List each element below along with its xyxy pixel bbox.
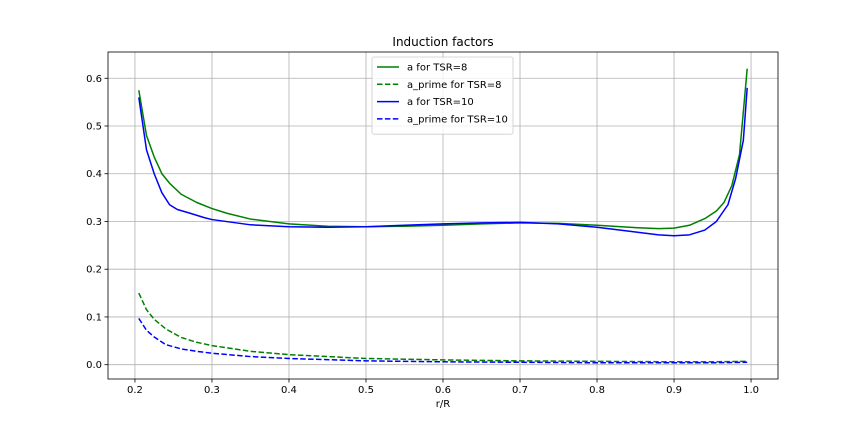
x-tick-label: 0.8: [589, 385, 605, 396]
y-tick-label: 0.2: [86, 265, 102, 276]
y-tick-label: 0.4: [86, 169, 102, 180]
legend-label: a_prime for TSR=10: [407, 114, 508, 125]
x-tick-label: 0.6: [435, 385, 451, 396]
x-tick-label: 0.9: [666, 385, 682, 396]
x-tick-label: 1.0: [743, 385, 759, 396]
legend-label: a for TSR=10: [407, 97, 474, 108]
axis-ticks: 0.2 0.3 0.4 0.5 0.6 0.7 0.8 0.9 1.0 0.0 0.1 0.2 0.3 0…: [86, 74, 759, 396]
legend-label: a for TSR=8: [407, 63, 467, 74]
y-tick-label: 0.3: [86, 217, 102, 228]
series-line-1: [138, 68, 748, 230]
series-line-3: [138, 87, 748, 237]
y-tick-label: 0.0: [86, 360, 102, 371]
x-tick-label: 0.7: [512, 385, 528, 396]
series-line-4: [138, 317, 748, 364]
x-tick-label: 0.4: [281, 385, 297, 396]
y-tick-label: 0.6: [86, 74, 102, 85]
y-tick-label: 0.1: [86, 312, 102, 323]
x-tick-label: 0.2: [127, 385, 143, 396]
series-line-2: [138, 292, 748, 363]
legend: a for TSR=8 a_prime for TSR=8 a for TSR=10…: [371, 56, 514, 135]
legend-box: [371, 56, 514, 135]
x-tick-label: 0.5: [358, 385, 374, 396]
chart-title: Induction factors: [392, 35, 493, 49]
legend-label: a_prime for TSR=8: [407, 80, 502, 91]
x-tick-label: 0.3: [204, 385, 220, 396]
plot-lines: [138, 68, 748, 364]
x-axis-label: r/R: [436, 399, 450, 410]
y-tick-label: 0.5: [86, 121, 102, 132]
